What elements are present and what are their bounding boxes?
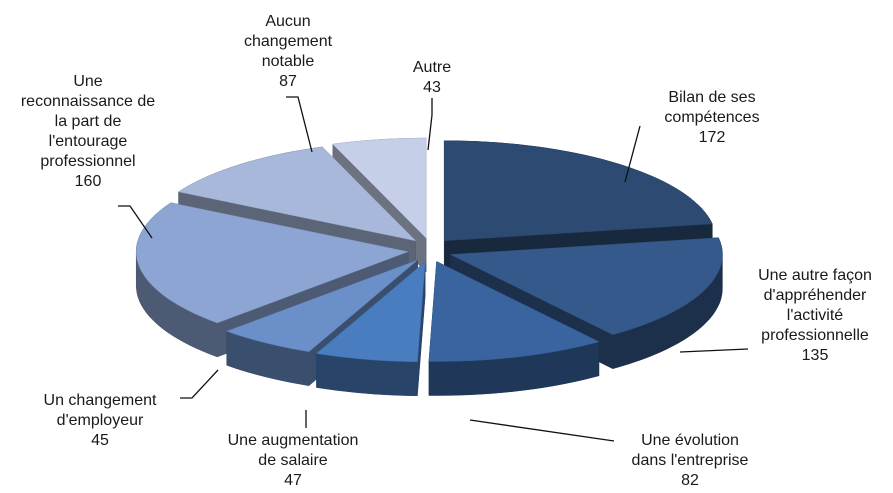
data-label: Une évolution dans l'entreprise 82 <box>632 431 749 491</box>
data-label: Une reconnaissance de la part de l'entou… <box>21 72 155 192</box>
leader-line <box>469 419 615 442</box>
leader-line <box>624 125 641 183</box>
value-label: 160 <box>74 173 102 190</box>
slice <box>177 146 417 242</box>
value-label: 87 <box>279 73 297 90</box>
category-label: Un changement d'employeur <box>43 392 157 429</box>
data-label: Une augmentation de salaire 47 <box>228 431 359 491</box>
leader-line <box>427 98 433 151</box>
slice <box>443 140 713 242</box>
leader-line <box>679 348 749 353</box>
value-label: 135 <box>801 347 829 364</box>
data-label: Autre 43 <box>413 58 451 98</box>
category-label: Une augmentation de salaire <box>227 432 359 469</box>
category-label: Aucun changement notable <box>243 13 333 70</box>
data-label: Aucun changement notable 87 <box>244 12 332 92</box>
data-label: Une autre façon d'appréhender l'activité… <box>758 266 872 366</box>
slice <box>332 137 427 239</box>
category-label: Autre <box>412 59 452 76</box>
value-label: 172 <box>698 129 726 146</box>
category-label: Bilan de ses compétences <box>664 89 760 126</box>
data-label: Un changement d'employeur 45 <box>44 391 157 451</box>
leader-line <box>286 96 313 153</box>
value-label: 47 <box>284 472 302 489</box>
value-label: 43 <box>423 79 441 96</box>
slice <box>428 261 600 362</box>
slice <box>449 237 723 335</box>
value-label: 82 <box>681 472 699 489</box>
category-label: Une autre façon d'appréhender l'activité… <box>758 267 872 344</box>
slice <box>315 261 426 363</box>
leader-line <box>180 369 219 399</box>
category-label: Une évolution dans l'entreprise <box>631 432 749 469</box>
leader-line <box>118 205 153 239</box>
value-label: 45 <box>91 432 109 449</box>
slice <box>135 202 410 324</box>
category-label: Une reconnaissance de la part de l'entou… <box>20 73 156 170</box>
slice <box>225 259 418 352</box>
data-label: Bilan de ses compétences 172 <box>664 88 759 148</box>
